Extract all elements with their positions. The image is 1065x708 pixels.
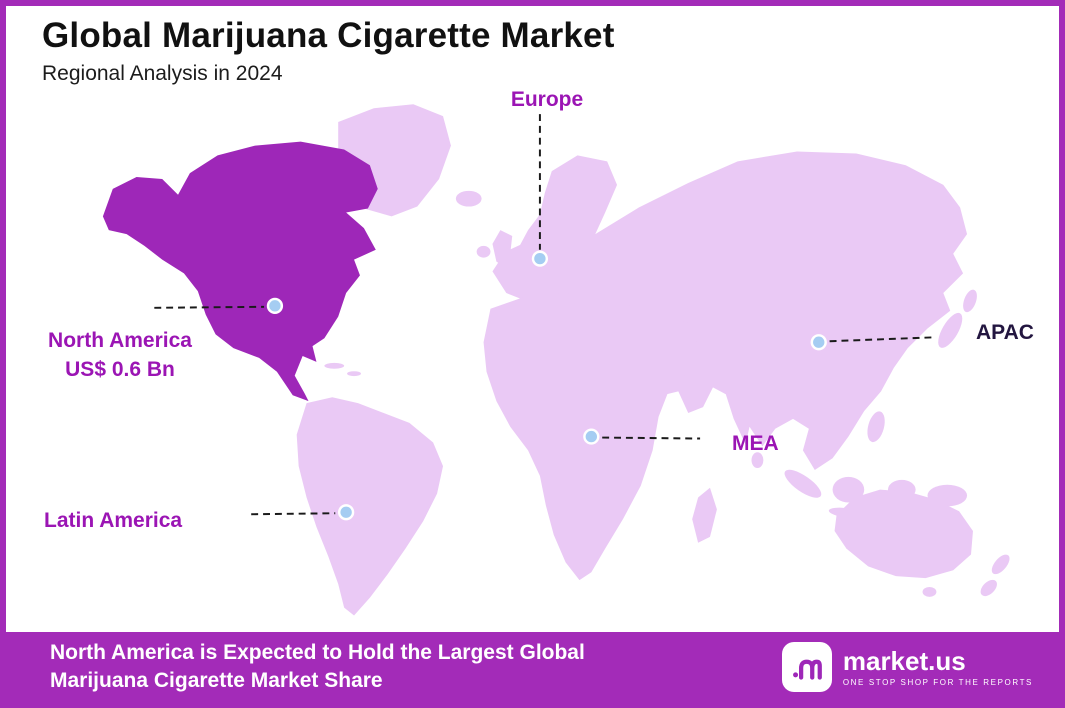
- region-markers: [266, 250, 827, 521]
- market-us-logo-badge: [781, 642, 832, 692]
- label-apac: APAC: [976, 321, 1034, 344]
- north-america-marker: [266, 297, 284, 314]
- label-mea: MEA: [732, 432, 779, 455]
- market-us-logo-icon: [792, 659, 822, 680]
- callout-lines: [154, 114, 936, 516]
- footer-headline-line1: North America is Expected to Hold the La…: [50, 641, 585, 665]
- page-subtitle: Regional Analysis in 2024: [42, 62, 283, 85]
- japan-shape: [963, 289, 977, 313]
- north-america-value: US$ 0.6 Bn: [65, 358, 175, 382]
- north-america-shape-highlighted: [102, 141, 378, 402]
- ireland-shape: [476, 245, 491, 258]
- madagascar-shape: [692, 487, 717, 543]
- market-us-logo: market.us ONE STOP SHOP FOR THE REPORTS: [781, 642, 1033, 692]
- north-america-callout-line: [154, 305, 265, 309]
- apac-marker: [810, 334, 827, 351]
- iceland-shape: [455, 190, 482, 207]
- footer-headline: North America is Expected to Hold the La…: [50, 639, 585, 694]
- australia-shape: [834, 489, 973, 579]
- japan-shape: [938, 312, 963, 348]
- south-america-shape: [296, 397, 444, 616]
- brand-tagline: ONE STOP SHOP FOR THE REPORTS: [842, 677, 1033, 687]
- philippines-shape: [867, 411, 885, 443]
- latin-america-callout-line: [251, 512, 336, 516]
- new-zealand-shape: [991, 554, 1010, 575]
- label-north-america: North America US$ 0.6 Bn: [20, 326, 220, 385]
- new-zealand-shape: [980, 579, 997, 597]
- footer-headline-line2: Marijuana Cigarette Market Share: [50, 669, 383, 692]
- tasmania-shape: [922, 586, 937, 597]
- land-light: [296, 104, 1010, 616]
- mea-marker: [583, 428, 600, 445]
- label-europe: Europe: [510, 88, 584, 111]
- brand-text: market.us ONE STOP SHOP FOR THE REPORTS: [843, 648, 1033, 687]
- north-america-label-text: North America: [48, 329, 192, 352]
- uk-shape: [492, 230, 513, 266]
- footer-bar: North America is Expected to Hold the La…: [6, 632, 1059, 702]
- apac-callout-line: [829, 336, 936, 343]
- sumatra-shape: [784, 469, 822, 498]
- borneo-shape: [832, 476, 865, 503]
- sri-lanka-shape: [751, 452, 764, 469]
- header: Global Marijuana Cigarette Market Region…: [42, 16, 615, 86]
- brand-name: market.us: [842, 645, 966, 676]
- world-map: [102, 104, 1010, 616]
- latin-america-marker: [337, 504, 355, 521]
- mea-callout-line: [602, 436, 701, 440]
- caribbean-island: [324, 362, 345, 369]
- europe-marker: [531, 250, 549, 267]
- eurasia-shape: [492, 151, 968, 471]
- caribbean-island: [347, 371, 361, 377]
- page-title: Global Marijuana Cigarette Market: [42, 16, 615, 55]
- label-latin-america: Latin America: [44, 509, 183, 532]
